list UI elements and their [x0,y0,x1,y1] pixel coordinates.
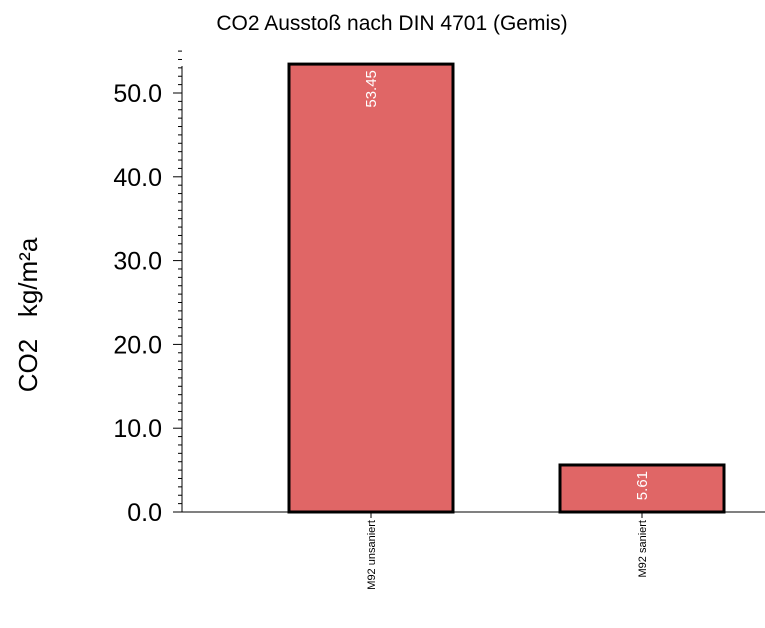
x-category-label: M92 saniert [637,520,649,577]
axes [173,50,765,518]
labels-group: 0.0 10.0 20.0 30.0 40.0 50.0 53.45 M92 unsanier… [113,70,651,590]
bar-m92-unsaniert [287,62,455,514]
bar-m92-saniert [558,463,726,514]
y-tick-label: 20.0 [113,331,162,359]
bar-value-label: 5.61 [634,471,651,500]
y-axis-label: CO2 kg/m²a [13,237,43,392]
y-tick-label: 0.0 [127,499,162,527]
y-tick-label: 40.0 [113,164,162,192]
bar-value-label: 53.45 [363,70,380,108]
chart-title: CO2 Ausstoß nach DIN 4701 (Gemis) [216,12,567,35]
x-category-label: M92 unsaniert [366,520,378,590]
y-tick-label: 50.0 [113,80,162,108]
y-tick-label: 10.0 [113,415,162,443]
y-tick-label: 30.0 [113,248,162,276]
bars-group [287,62,726,514]
